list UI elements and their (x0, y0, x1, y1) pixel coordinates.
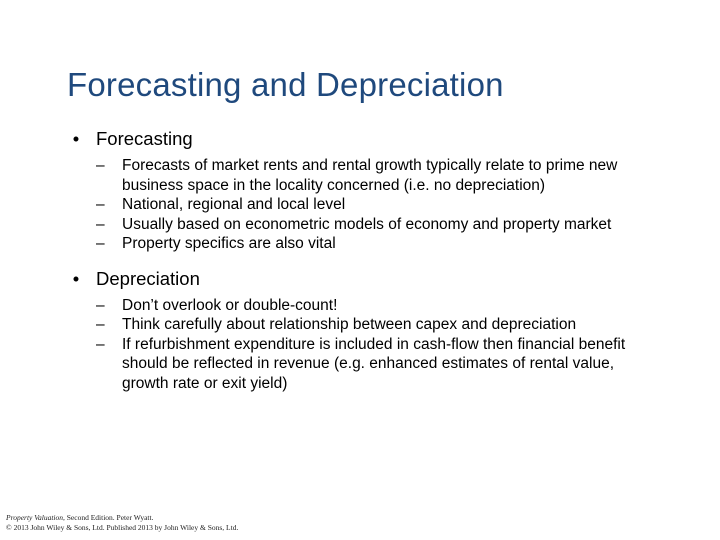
sub-point-text: If refurbishment expenditure is included… (122, 335, 626, 392)
dash-icon: – (96, 157, 105, 174)
slide-title: Forecasting and Depreciation (67, 66, 504, 103)
copyright-footer: Property Valuation, Second Edition. Pete… (6, 513, 238, 532)
sub-point: – Usually based on econometric models of… (66, 215, 662, 235)
dash-icon: – (96, 296, 105, 314)
footer-book-title: Property Valuation (6, 513, 64, 522)
dash-icon: – (96, 235, 105, 252)
slide-content: • Forecasting – Forecasts of market rent… (66, 128, 666, 399)
depreciation-subpoints: – Don’t overlook or double-count! – Thin… (66, 296, 666, 394)
sub-point-text: Think carefully about relationship betwe… (122, 316, 577, 333)
sub-point-text: National, regional and local level (122, 196, 346, 213)
forecasting-subpoints: – Forecasts of market rents and rental g… (66, 156, 666, 254)
sub-point: – Forecasts of market rents and rental g… (66, 156, 662, 195)
footer-edition: , Second Edition. Peter Wyatt. (63, 513, 154, 522)
dash-icon: – (96, 215, 105, 233)
sub-point-text: Forecasts of market rents and rental gro… (122, 157, 618, 194)
sub-point: – Think carefully about relationship bet… (66, 315, 662, 335)
bullet-icon: • (72, 267, 80, 289)
sub-point-text: Don’t overlook or double-count! (122, 296, 338, 314)
bullet-heading: Forecasting (96, 128, 193, 149)
sub-point-text: Property specifics are also vital (122, 235, 336, 252)
sub-point: – If refurbishment expenditure is includ… (66, 335, 662, 394)
dash-icon: – (96, 316, 105, 333)
dash-icon: – (96, 335, 105, 353)
bullet-icon: • (72, 128, 80, 149)
dash-icon: – (96, 196, 105, 213)
bullet-forecasting: • Forecasting (66, 128, 666, 150)
sub-point: – National, regional and local level (66, 195, 662, 215)
footer-line-1: Property Valuation, Second Edition. Pete… (6, 513, 238, 523)
sub-point: – Property specifics are also vital (66, 234, 662, 254)
sub-point-text: Usually based on econometric models of e… (122, 215, 612, 233)
bullet-depreciation: • Depreciation (66, 268, 666, 290)
sub-point: – Don’t overlook or double-count! (66, 296, 662, 316)
bullet-heading: Depreciation (96, 267, 200, 289)
footer-copyright: © 2013 John Wiley & Sons, Ltd. Published… (6, 522, 239, 532)
